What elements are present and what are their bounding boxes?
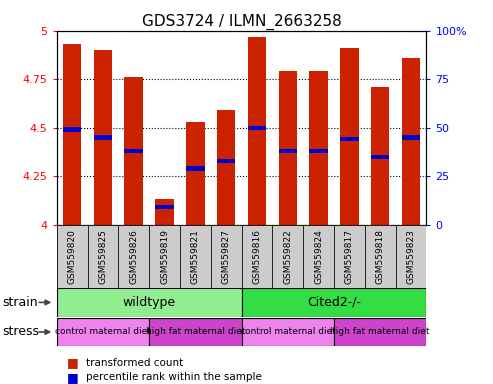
Bar <box>94 135 112 139</box>
Bar <box>334 318 426 346</box>
Text: GSM559822: GSM559822 <box>283 229 292 284</box>
Bar <box>149 318 242 346</box>
Bar <box>180 225 211 288</box>
Bar <box>402 58 420 225</box>
Text: Cited2-/-: Cited2-/- <box>307 296 361 309</box>
Bar <box>63 44 81 225</box>
Text: GSM559821: GSM559821 <box>191 229 200 284</box>
Bar <box>186 166 205 170</box>
Bar <box>272 225 303 288</box>
Bar <box>365 225 395 288</box>
Bar <box>395 225 426 288</box>
Bar <box>371 87 389 225</box>
Text: stress: stress <box>2 326 39 338</box>
Bar <box>186 122 205 225</box>
Bar <box>242 288 426 317</box>
Text: GSM559823: GSM559823 <box>407 229 416 284</box>
Bar <box>242 225 272 288</box>
Text: ■: ■ <box>67 356 78 369</box>
Bar <box>279 149 297 153</box>
Bar <box>279 71 297 225</box>
Bar <box>57 318 149 346</box>
Bar <box>334 225 365 288</box>
Bar <box>155 205 174 209</box>
Bar <box>217 159 235 163</box>
Bar <box>155 199 174 225</box>
Bar <box>63 127 81 132</box>
Bar <box>247 126 266 130</box>
Bar <box>211 225 242 288</box>
Bar <box>310 71 328 225</box>
Text: GSM559816: GSM559816 <box>252 229 261 284</box>
Text: GSM559826: GSM559826 <box>129 229 138 284</box>
Text: GSM559825: GSM559825 <box>99 229 107 284</box>
Text: GDS3724 / ILMN_2663258: GDS3724 / ILMN_2663258 <box>141 13 342 30</box>
Text: ■: ■ <box>67 371 78 384</box>
Text: percentile rank within the sample: percentile rank within the sample <box>86 372 262 382</box>
Bar <box>217 110 235 225</box>
Bar <box>124 149 143 153</box>
Bar <box>340 48 358 225</box>
Bar <box>247 36 266 225</box>
Bar <box>94 50 112 225</box>
Bar <box>340 137 358 141</box>
Bar <box>402 135 420 139</box>
Text: high fat maternal diet: high fat maternal diet <box>145 328 245 336</box>
Text: GSM559817: GSM559817 <box>345 229 354 284</box>
Text: control maternal diet: control maternal diet <box>55 328 151 336</box>
Bar <box>149 225 180 288</box>
Text: high fat maternal diet: high fat maternal diet <box>330 328 430 336</box>
Text: GSM559819: GSM559819 <box>160 229 169 284</box>
Bar <box>88 225 118 288</box>
Text: GSM559820: GSM559820 <box>68 229 76 284</box>
Text: GSM559818: GSM559818 <box>376 229 385 284</box>
Bar <box>57 288 242 317</box>
Text: GSM559827: GSM559827 <box>222 229 231 284</box>
Text: transformed count: transformed count <box>86 358 183 368</box>
Bar <box>124 77 143 225</box>
Bar <box>303 225 334 288</box>
Text: control maternal diet: control maternal diet <box>240 328 336 336</box>
Text: wildtype: wildtype <box>123 296 176 309</box>
Bar <box>57 225 88 288</box>
Bar <box>310 149 328 153</box>
Bar <box>371 155 389 159</box>
Text: GSM559824: GSM559824 <box>314 229 323 284</box>
Bar <box>242 318 334 346</box>
Text: strain: strain <box>2 296 38 309</box>
Bar <box>118 225 149 288</box>
